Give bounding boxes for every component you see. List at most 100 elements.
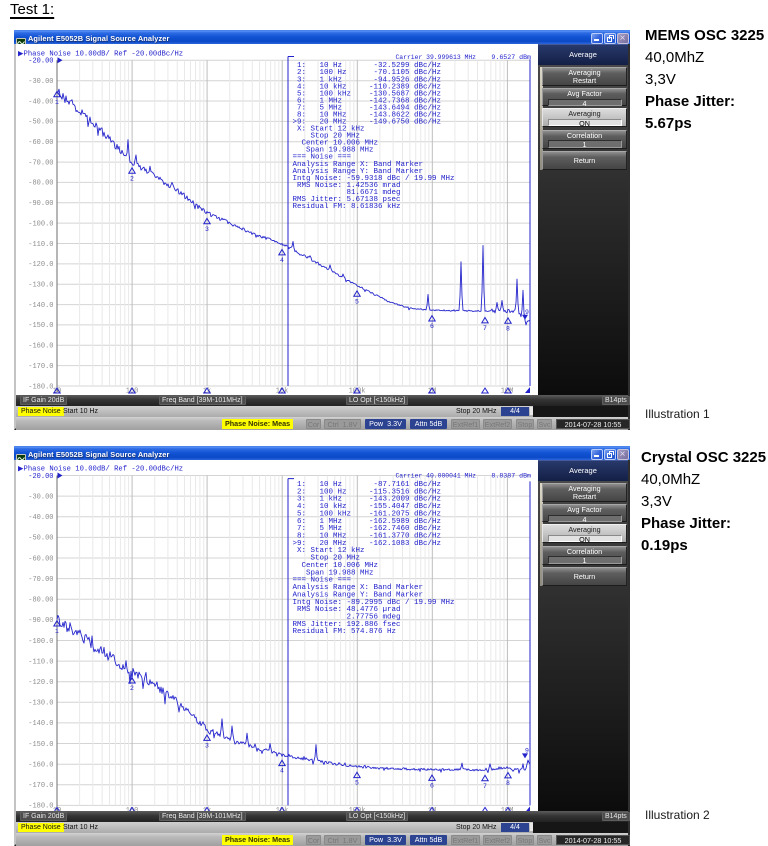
svg-text:100: 100	[126, 388, 139, 396]
svg-text:8: 10 MHz -143.8622 dBc/: 8: 10 MHz -143.8622 dBc/Hz	[293, 111, 442, 119]
svg-text:-100.0: -100.0	[28, 220, 53, 228]
svg-text:-180.0: -180.0	[28, 383, 53, 391]
svg-text:4: 10 kHz -155.4047 dBc/: 4: 10 kHz -155.4047 dBc/Hz	[293, 503, 442, 511]
svg-text:-120.0: -120.0	[28, 679, 53, 687]
svg-text:Stop 20 MHz: Stop 20 MHz	[293, 555, 361, 563]
svg-text:10M: 10M	[501, 807, 514, 813]
svg-text:-60.00: -60.00	[28, 555, 53, 563]
svg-text:Analysis Range X: Band Marker: Analysis Range X: Band Marker	[293, 161, 424, 169]
svg-text:9: 9	[525, 309, 529, 316]
svg-text:Center 10.006 MHz: Center 10.006 MHz	[293, 140, 379, 148]
svg-text:▶Phase Noise 10.00dB/ Ref -20.: ▶Phase Noise 10.00dB/ Ref -20.00dBc/Hz	[18, 466, 183, 474]
svg-text:5: 100 kHz -130.5687 dBc/: 5: 100 kHz -130.5687 dBc/Hz	[293, 90, 442, 98]
svg-text:-130.0: -130.0	[28, 700, 53, 708]
svg-text:81.6671 mdeg: 81.6671 mdeg	[293, 189, 401, 197]
svg-text:▶Phase Noise 10.00dB/ Ref -20.: ▶Phase Noise 10.00dB/ Ref -20.00dBc/Hz	[18, 51, 183, 59]
svg-text:>9: 20 MHz -149.6750 dBc: >9: 20 MHz -149.6750 dBc/Hz	[293, 119, 442, 127]
svg-text:RMS Noise: 48.4776 µrad: RMS Noise: 48.4776 µrad	[293, 606, 401, 614]
svg-text:-130.0: -130.0	[28, 282, 53, 290]
svg-text:9.6527 dBm: 9.6527 dBm	[491, 54, 531, 61]
svg-text:8.8387 dBm: 8.8387 dBm	[491, 473, 531, 480]
svg-text:-70.00: -70.00	[28, 576, 53, 584]
svg-text:5: 5	[355, 298, 359, 305]
svg-text:-60.00: -60.00	[28, 139, 53, 147]
svg-text:-120.0: -120.0	[28, 261, 53, 269]
svg-text:=== Noise ===: === Noise ===	[293, 577, 352, 585]
svg-text:1M: 1M	[428, 807, 436, 813]
svg-text:1: 1	[55, 628, 59, 635]
svg-text:Carrier 40.000041 MHz: Carrier 40.000041 MHz	[395, 473, 476, 480]
svg-text:6: 1 MHz -162.5989 dBc/: 6: 1 MHz -162.5989 dBc/Hz	[293, 518, 442, 526]
svg-text:-50.00: -50.00	[28, 119, 53, 127]
svg-text:5: 5	[355, 780, 359, 787]
svg-text:=== Noise ===: === Noise ===	[293, 154, 352, 162]
svg-text:5: 100 kHz -161.2075 dBc/: 5: 100 kHz -161.2075 dBc/Hz	[293, 510, 442, 518]
svg-text:-170.0: -170.0	[28, 363, 53, 371]
svg-text:X: Start 12 kHz: X: Start 12 kHz	[293, 126, 365, 134]
svg-text:3: 3	[205, 743, 209, 750]
svg-text:1: 10 Hz -87.7161 dBc/: 1: 10 Hz -87.7161 dBc/Hz	[293, 481, 442, 489]
svg-text:X: Start 12 kHz: X: Start 12 kHz	[293, 547, 365, 555]
svg-text:7: 7	[483, 783, 487, 790]
svg-text:10: 10	[53, 388, 61, 396]
svg-text:100k: 100k	[349, 807, 366, 813]
svg-text:RMS Jitter: 192.886 fsec: RMS Jitter: 192.886 fsec	[293, 621, 401, 629]
svg-text:Analysis Range Y: Band Marker: Analysis Range Y: Band Marker	[293, 168, 424, 176]
svg-text:Residual FM: 8.61836 kHz: Residual FM: 8.61836 kHz	[293, 203, 401, 211]
svg-text:-80.00: -80.00	[28, 597, 53, 605]
svg-text:6: 6	[430, 783, 434, 790]
svg-text:1: 10 Hz -32.5299 dBc/: 1: 10 Hz -32.5299 dBc/Hz	[293, 62, 442, 70]
svg-text:8: 8	[506, 780, 510, 787]
svg-text:Span 19.988 MHz: Span 19.988 MHz	[293, 147, 374, 155]
svg-text:10M: 10M	[501, 388, 514, 396]
svg-text:3: 1 kHz -143.2009 dBc/: 3: 1 kHz -143.2009 dBc/Hz	[293, 496, 442, 504]
svg-text:9: 9	[525, 747, 529, 754]
svg-text:-180.0: -180.0	[28, 803, 53, 811]
svg-text:-110.0: -110.0	[28, 658, 53, 666]
svg-text:1M: 1M	[428, 388, 436, 396]
svg-text:-80.00: -80.00	[28, 180, 53, 188]
svg-text:-160.0: -160.0	[28, 762, 53, 770]
svg-text:4: 4	[280, 257, 284, 264]
svg-text:10: 10	[53, 807, 61, 813]
svg-text:10k: 10k	[276, 388, 289, 396]
svg-text:RMS Jitter: 5.67138 psec: RMS Jitter: 5.67138 psec	[293, 196, 401, 204]
svg-text:RMS Noise: 1.42536 mrad: RMS Noise: 1.42536 mrad	[293, 182, 401, 190]
svg-text:Center 10.006 MHz: Center 10.006 MHz	[293, 562, 379, 570]
svg-text:6: 1 MHz -142.7368 dBc/: 6: 1 MHz -142.7368 dBc/Hz	[293, 97, 442, 105]
svg-text:Carrier 39.999613 MHz: Carrier 39.999613 MHz	[395, 54, 476, 61]
svg-text:100: 100	[126, 807, 139, 813]
svg-text:-110.0: -110.0	[28, 241, 53, 249]
svg-text:100k: 100k	[349, 388, 366, 396]
svg-text:Residual FM: 574.876 Hz: Residual FM: 574.876 Hz	[293, 628, 397, 636]
svg-text:-20.00: -20.00	[28, 473, 53, 481]
svg-text:6: 6	[430, 323, 434, 330]
svg-text:-20.00: -20.00	[28, 58, 53, 66]
svg-text:7: 5 MHz -162.7460 dBc/: 7: 5 MHz -162.7460 dBc/Hz	[293, 525, 442, 533]
svg-text:-140.0: -140.0	[28, 720, 53, 728]
svg-text:-40.00: -40.00	[28, 514, 53, 522]
svg-text:1k: 1k	[203, 388, 211, 396]
svg-text:1k: 1k	[203, 807, 211, 813]
svg-text:3: 3	[205, 226, 209, 233]
svg-text:Analysis Range X: Band Marker: Analysis Range X: Band Marker	[293, 584, 424, 592]
svg-text:-70.00: -70.00	[28, 159, 53, 167]
svg-text:4: 10 kHz -110.2389 dBc/: 4: 10 kHz -110.2389 dBc/Hz	[293, 83, 442, 91]
svg-text:-50.00: -50.00	[28, 535, 53, 543]
svg-text:Intg Noise: -89.2995 dBc / 19.: Intg Noise: -89.2995 dBc / 19.99 MHz	[293, 599, 455, 607]
svg-text:-30.00: -30.00	[28, 78, 53, 86]
svg-text:8: 10 MHz -161.3770 dBc/: 8: 10 MHz -161.3770 dBc/Hz	[293, 533, 442, 541]
svg-text:Intg Noise: -59.9318 dBc / 19.: Intg Noise: -59.9318 dBc / 19.99 MHz	[293, 175, 455, 183]
svg-text:8: 8	[506, 325, 510, 332]
svg-text:4: 4	[280, 768, 284, 775]
svg-text:Stop 20 MHz: Stop 20 MHz	[293, 133, 361, 141]
svg-text:2: 100 Hz -115.3516 dBc/: 2: 100 Hz -115.3516 dBc/Hz	[293, 488, 442, 496]
svg-text:-160.0: -160.0	[28, 343, 53, 351]
svg-text:2: 2	[130, 175, 134, 182]
svg-text:-140.0: -140.0	[28, 302, 53, 310]
svg-text:10k: 10k	[276, 807, 289, 813]
svg-text:-30.00: -30.00	[28, 493, 53, 501]
svg-text:7: 7	[483, 325, 487, 332]
svg-text:3: 1 kHz -94.9526 dBc/: 3: 1 kHz -94.9526 dBc/Hz	[293, 76, 442, 84]
svg-text:-150.0: -150.0	[28, 322, 53, 330]
